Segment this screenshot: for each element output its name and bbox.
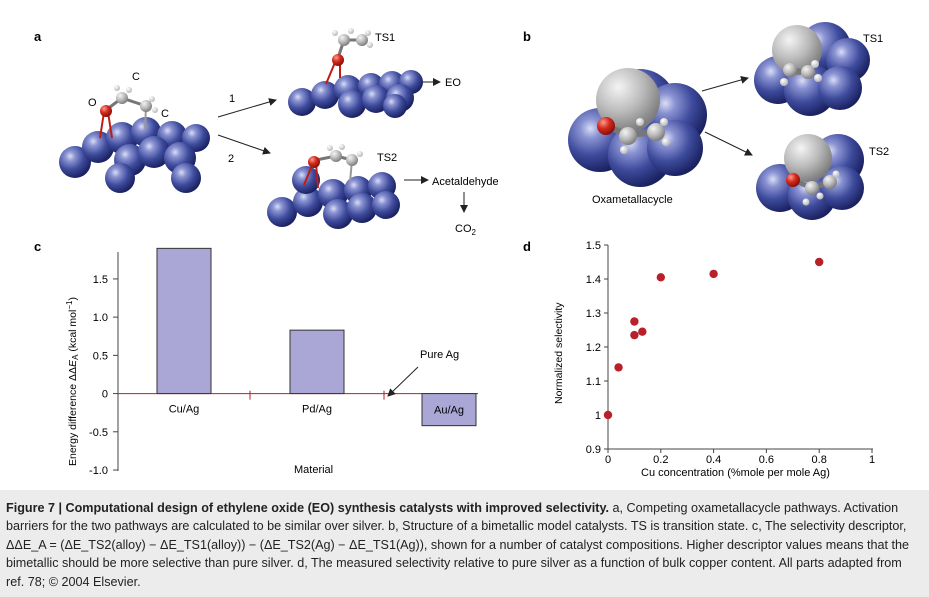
d-y-tick-label-1: 1.4: [586, 274, 601, 286]
co2-label: CO2: [455, 223, 477, 237]
atom-label-o: O: [88, 97, 97, 109]
figure-caption: Figure 7 | Computational design of ethyl…: [0, 490, 929, 597]
bar-Pd/Ag: [289, 329, 345, 395]
panel-c-letter: c: [34, 239, 41, 254]
pure-ag-arrow: [387, 366, 419, 397]
acetaldehyde-label: Acetaldehyde: [432, 176, 499, 188]
ts1-arrow-b: [701, 76, 749, 92]
chart-c-x-label: Material: [294, 464, 333, 476]
d-x-tick-label-3: 0.6: [759, 454, 774, 466]
y-tick-label-1: 1.0: [93, 312, 108, 324]
ts1-model-b: [754, 22, 870, 116]
ts2-label-b: TS2: [869, 146, 889, 158]
data-point-1: [614, 363, 623, 372]
surface-slab-initial: [59, 117, 210, 193]
bar-label-1: Pd/Ag: [302, 404, 332, 416]
d-y-tick-label-0: 1.5: [586, 240, 601, 252]
bar-label-2: Au/Ag: [434, 405, 464, 417]
bar-Cu/Ag: [156, 247, 212, 395]
panel-a: a C O: [34, 28, 499, 237]
data-point-0: [603, 410, 613, 420]
atom-label-c-right: C: [161, 108, 169, 120]
d-x-tick-label-5: 1: [869, 454, 875, 466]
panel-b-letter: b: [523, 29, 531, 44]
pathway-1-arrow: [217, 98, 277, 118]
data-point-6: [709, 269, 718, 279]
ts2-arrow-b: [704, 131, 753, 156]
chart-c-bars: Cu/Ag Pd/Ag Au/Ag: [156, 247, 477, 427]
chart-d-x-label: Cu concentration (%mole per mole Ag): [641, 467, 830, 479]
panel-d-letter: d: [523, 239, 531, 254]
d-y-tick-label-3: 1.2: [586, 342, 601, 354]
chart-c-y-label: Energy difference ΔΔEA (kcal mol−1): [65, 297, 80, 466]
oxametallacycle-label: Oxametallacycle: [592, 194, 673, 206]
ts2-model-b: [756, 134, 864, 220]
y-tick-label-0: 1.5: [93, 274, 108, 286]
d-x-tick-label-1: 0.2: [653, 454, 668, 466]
d-y-tick-label-4: 1.1: [586, 376, 601, 388]
atom-label-c-top: C: [132, 71, 140, 83]
panel-a-letter: a: [34, 29, 42, 44]
d-y-tick-label-6: 0.9: [586, 444, 601, 456]
pathway-1-label: 1: [229, 93, 235, 105]
chart-c-y-ticks: 1.5 1.0 0.5 0 -0.5 -1.0: [89, 274, 385, 477]
y-tick-label-5: -1.0: [89, 465, 108, 477]
data-point-4: [638, 327, 647, 336]
oxametallacycle-model: [568, 68, 707, 187]
y-tick-label-2: 0.5: [93, 350, 108, 362]
data-point-5: [656, 273, 665, 282]
panel-c: c 1.5 1.0 0.5 0 -0.5 -1.0 Cu/Ag Pd/Ag Au/Ag Ene…: [34, 239, 478, 477]
bar-Au/Ag: [421, 393, 477, 427]
pathway-2-label: 2: [228, 153, 234, 165]
ts1-label-a: TS1: [375, 32, 395, 44]
d-y-tick-label-2: 1.3: [586, 308, 601, 320]
bar-label-0: Cu/Ag: [169, 404, 200, 416]
caption-body: a, Competing oxametallacycle pathways. A…: [6, 501, 910, 589]
y-tick-label-4: -0.5: [89, 427, 108, 439]
panel-d: d 1.5 1.4 1.3 1.2 1.1 1 0.9 0 0.2 0.4 0.6 0.8 1 Cu c…: [523, 239, 875, 479]
d-x-tick-label-0: 0: [605, 454, 611, 466]
panel-b: b Oxametallacycle: [523, 22, 889, 220]
d-y-tick-label-5: 1: [595, 410, 601, 422]
d-x-tick-label-2: 0.4: [706, 454, 721, 466]
ts1-structure: [288, 28, 423, 118]
chart-d-points: [603, 257, 824, 420]
chart-d-y-label: Normalized selectivity: [553, 302, 565, 404]
data-point-7: [815, 257, 824, 267]
eo-label: EO: [445, 77, 461, 89]
d-x-tick-label-4: 0.8: [812, 454, 827, 466]
ts1-label-b: TS1: [863, 33, 883, 45]
chart-d-ticks: 1.5 1.4 1.3 1.2 1.1 1 0.9 0 0.2 0.4 0.6 0.8 1: [586, 240, 875, 466]
data-point-3: [630, 317, 639, 326]
y-tick-label-3: 0: [102, 389, 108, 401]
data-point-2: [630, 330, 639, 340]
pathway-2-arrow: [217, 134, 271, 155]
adsorbate-oxametallacycle: [99, 85, 158, 139]
caption-title: Figure 7 | Computational design of ethyl…: [6, 501, 610, 515]
ts2-structure: [267, 144, 400, 229]
pure-ag-annotation: Pure Ag: [420, 349, 459, 361]
ts2-label-a: TS2: [377, 152, 397, 164]
